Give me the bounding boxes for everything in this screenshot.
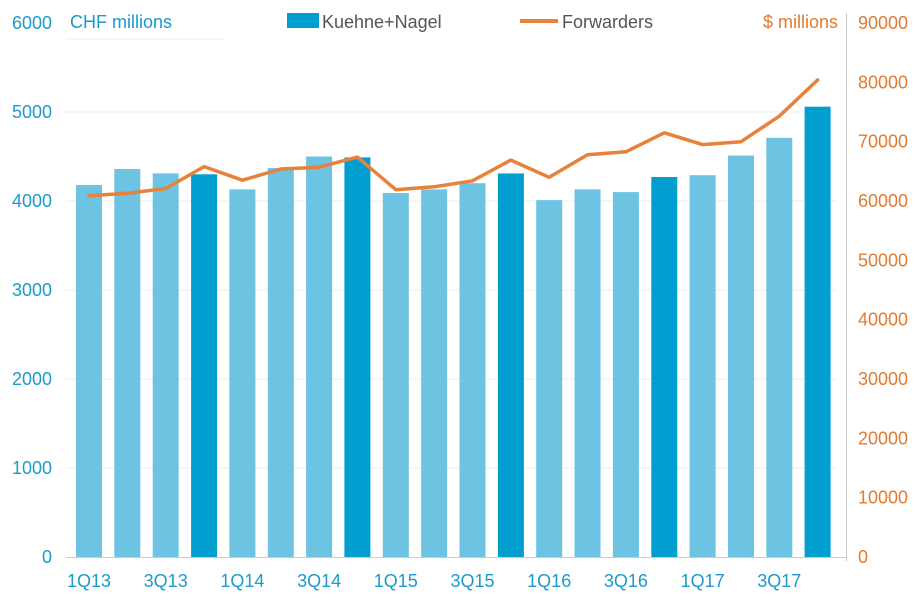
- legend-label-kuehne-nagel: Kuehne+Nagel: [322, 12, 442, 32]
- gridlines: [66, 38, 836, 469]
- left-tick-label: 0: [42, 547, 52, 567]
- bar-series-kuehne-nagel: [76, 106, 831, 558]
- legend: Kuehne+Nagel Forwarders: [287, 12, 653, 32]
- right-tick-label: 40000: [858, 310, 908, 330]
- x-tick-label: 1Q13: [67, 571, 111, 591]
- left-tick-label: 4000: [12, 191, 52, 211]
- bar-2q17: [728, 155, 754, 557]
- bar-2q14: [267, 168, 294, 557]
- legend-item-kuehne-nagel: Kuehne+Nagel: [287, 12, 442, 32]
- bar-4q15: [497, 173, 524, 557]
- x-tick-label: 1Q17: [681, 571, 725, 591]
- bar-2q16: [574, 189, 601, 557]
- bar-4q16: [651, 177, 678, 557]
- bar-3q15: [459, 183, 486, 557]
- x-tick-label: 3Q14: [297, 571, 341, 591]
- right-tick-label: 50000: [858, 250, 908, 270]
- right-tick-label: 70000: [858, 132, 908, 152]
- bar-1q13: [76, 185, 102, 557]
- bar-3q17: [766, 137, 793, 558]
- x-axis: 1Q13 3Q13 1Q14 3Q14 1Q15 3Q15 1Q16 3Q16 1Q17 3Q17: [66, 557, 846, 591]
- x-tick-label: 1Q15: [374, 571, 418, 591]
- right-tick-label: 60000: [858, 191, 908, 211]
- right-tick-label: 0: [858, 547, 868, 567]
- forwarders-line: [87, 78, 820, 198]
- right-axis-unit-label: $ millions: [763, 12, 838, 32]
- left-tick-label: 2000: [12, 369, 52, 389]
- bar-4q13: [191, 174, 218, 558]
- bar-1q16: [536, 200, 563, 557]
- right-tick-label: 10000: [858, 488, 908, 508]
- bar-3q14: [306, 156, 333, 557]
- right-tick-label: 20000: [858, 428, 908, 448]
- legend-label-forwarders: Forwarders: [562, 12, 653, 32]
- bar-1q14: [229, 189, 256, 557]
- x-tick-label: 1Q14: [220, 571, 264, 591]
- x-tick-label: 1Q16: [527, 571, 571, 591]
- bar-1q15: [382, 193, 409, 557]
- bar-3q16: [612, 192, 639, 557]
- left-tick-label: 5000: [12, 102, 52, 122]
- x-tick-label: 3Q15: [450, 571, 494, 591]
- right-tick-label: 30000: [858, 369, 908, 389]
- left-axis-unit-label: CHF millions: [70, 12, 172, 32]
- left-tick-label: 1000: [12, 458, 52, 478]
- bar-1q17: [689, 175, 716, 557]
- left-y-axis: 0 1000 2000 3000 4000 5000 6000: [12, 13, 52, 567]
- left-tick-label: 6000: [12, 13, 52, 33]
- right-tick-label: 80000: [858, 72, 908, 92]
- bar-4q14: [344, 157, 371, 557]
- right-tick-label: 90000: [858, 13, 908, 33]
- x-tick-label: 3Q17: [757, 571, 801, 591]
- x-tick-label: 3Q16: [604, 571, 648, 591]
- bar-3q13: [152, 173, 179, 557]
- bar-2q13: [114, 169, 141, 557]
- legend-bar-swatch: [287, 13, 319, 28]
- right-y-axis: 0 10000 20000 30000 40000 50000 60000 70000 8000…: [846, 13, 908, 567]
- x-tick-label: 3Q13: [144, 571, 188, 591]
- bar-2q15: [421, 189, 448, 557]
- legend-item-forwarders: Forwarders: [520, 12, 653, 32]
- line-series-forwarders: [87, 78, 820, 198]
- bar-4q17: [804, 106, 831, 557]
- left-tick-label: 3000: [12, 280, 52, 300]
